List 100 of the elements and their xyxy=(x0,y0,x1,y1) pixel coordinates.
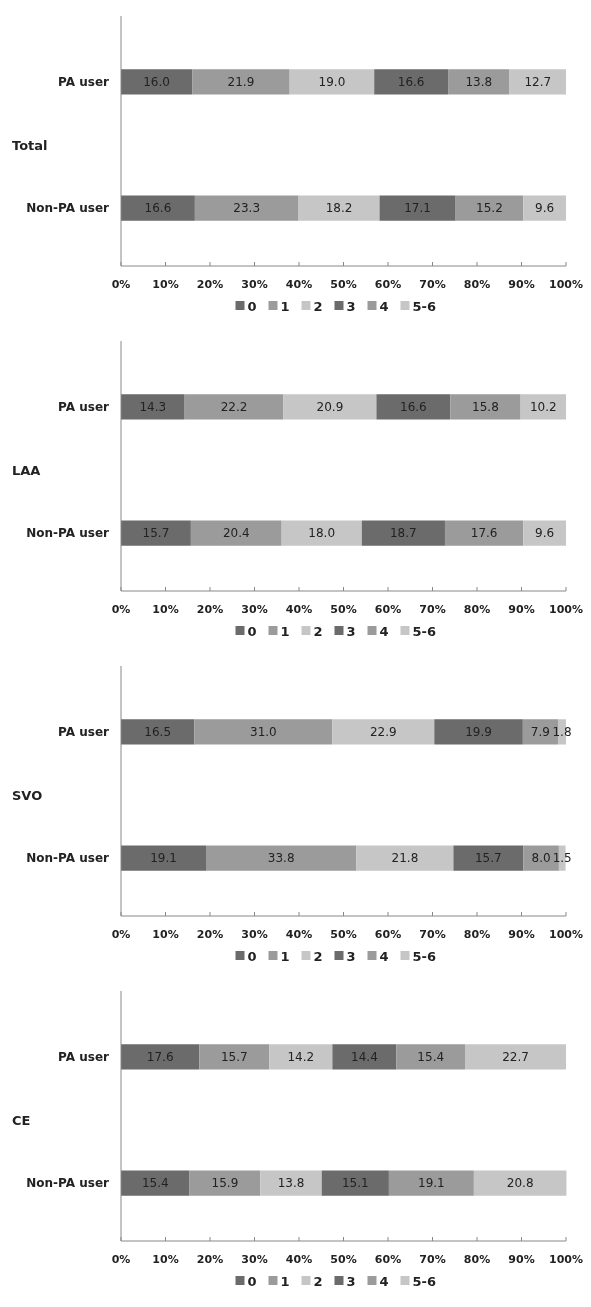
bar xyxy=(121,845,206,871)
legend-label: 1 xyxy=(280,298,290,314)
data-label: 20.4 xyxy=(222,526,250,541)
x-tick-label: 10% xyxy=(152,603,179,616)
x-tick-label: 80% xyxy=(463,1253,491,1266)
legend-label: 0 xyxy=(247,298,257,314)
data-label: 10.2 xyxy=(529,400,557,415)
data-label: 19.0 xyxy=(318,75,346,90)
y-tick-label: PA user xyxy=(58,400,110,415)
bar xyxy=(376,394,451,420)
x-tick-label: 50% xyxy=(330,928,357,941)
data-label: 20.9 xyxy=(316,400,344,415)
bar xyxy=(523,195,566,221)
data-label: 15.4 xyxy=(417,1050,445,1065)
bar xyxy=(374,69,449,95)
data-label: 18.2 xyxy=(325,201,353,216)
legend-label: 5-6 xyxy=(412,623,436,639)
bar xyxy=(281,520,362,546)
data-label: 22.7 xyxy=(502,1050,529,1065)
bar xyxy=(450,394,521,420)
x-tick-label: 0% xyxy=(111,278,131,291)
legend-label: 2 xyxy=(313,623,323,639)
x-tick-label: 70% xyxy=(419,928,446,941)
data-label: 12.7 xyxy=(524,75,552,90)
legend-label: 1 xyxy=(280,1273,290,1289)
data-label: 15.9 xyxy=(211,1176,239,1191)
x-tick-label: 30% xyxy=(241,278,268,291)
data-label: 22.9 xyxy=(369,725,397,740)
bar xyxy=(269,1044,333,1070)
bar xyxy=(289,69,375,95)
bar xyxy=(444,520,524,546)
data-label: 15.1 xyxy=(341,1176,369,1191)
data-label: 1.5 xyxy=(552,851,572,866)
y-axis-title: LAA xyxy=(12,462,41,478)
legend-label: 5-6 xyxy=(412,298,436,314)
bar xyxy=(448,69,510,95)
legend-label: 2 xyxy=(313,948,323,964)
bar xyxy=(332,1044,397,1070)
x-tick-label: 40% xyxy=(285,1253,313,1266)
x-tick-label: 70% xyxy=(419,603,446,616)
bar xyxy=(332,719,435,745)
legend-label: 1 xyxy=(280,623,290,639)
data-label: 16.0 xyxy=(143,75,170,90)
bar xyxy=(520,394,566,420)
x-tick-label: 60% xyxy=(374,603,402,616)
legend-label: 4 xyxy=(379,298,389,314)
y-tick-label: Non-PA user xyxy=(26,1176,110,1191)
bar xyxy=(356,845,454,871)
bar xyxy=(321,1170,389,1196)
bar xyxy=(473,1170,567,1196)
data-label: 17.6 xyxy=(470,526,498,541)
data-label: 16.6 xyxy=(397,75,425,90)
legend-label: 2 xyxy=(313,298,323,314)
y-tick-label: Non-PA user xyxy=(26,851,110,866)
bar xyxy=(190,520,282,546)
data-label: 14.3 xyxy=(139,400,167,415)
legend-label: 1 xyxy=(280,948,290,964)
data-label: 9.6 xyxy=(535,526,555,541)
data-label: 15.7 xyxy=(220,1050,248,1065)
data-label: 8.0 xyxy=(531,851,551,866)
legend-label: 3 xyxy=(346,623,356,639)
x-tick-label: 70% xyxy=(419,1253,446,1266)
data-label: 15.4 xyxy=(141,1176,169,1191)
x-tick-label: 100% xyxy=(549,928,583,941)
bar xyxy=(455,195,524,221)
data-label: 15.8 xyxy=(472,400,499,415)
bar xyxy=(189,1170,261,1196)
data-label: 14.2 xyxy=(287,1050,315,1065)
x-tick-label: 80% xyxy=(463,928,491,941)
x-tick-label: 100% xyxy=(549,1253,583,1266)
bar xyxy=(361,520,445,546)
data-label: 14.4 xyxy=(351,1050,378,1065)
x-tick-label: 50% xyxy=(330,278,357,291)
y-axis-title: CE xyxy=(12,1112,31,1128)
x-tick-label: 0% xyxy=(111,1253,131,1266)
data-label: 19.9 xyxy=(465,725,492,740)
data-label: 21.8 xyxy=(391,851,419,866)
y-tick-label: PA user xyxy=(58,1050,110,1065)
data-label: 33.8 xyxy=(267,851,295,866)
legend-label: 0 xyxy=(247,623,257,639)
bar xyxy=(379,195,456,221)
legend-label: 4 xyxy=(379,623,389,639)
legend-label: 4 xyxy=(379,1273,389,1289)
x-tick-label: 0% xyxy=(111,928,131,941)
bar xyxy=(260,1170,322,1196)
data-label: 13.8 xyxy=(277,1176,305,1191)
x-tick-label: 30% xyxy=(241,1253,268,1266)
data-label: 22.2 xyxy=(220,400,248,415)
x-tick-label: 50% xyxy=(330,1253,357,1266)
legend-label: 0 xyxy=(247,1273,257,1289)
data-label: 7.9 xyxy=(530,725,550,740)
data-label: 15.7 xyxy=(474,851,502,866)
x-tick-label: 20% xyxy=(196,1253,224,1266)
y-axis-title: SVO xyxy=(12,787,43,803)
x-tick-label: 50% xyxy=(330,603,357,616)
bar xyxy=(206,845,357,871)
legend-label: 3 xyxy=(346,1273,356,1289)
legend-label: 5-6 xyxy=(412,1273,436,1289)
data-label: 17.1 xyxy=(404,201,431,216)
data-label: 19.1 xyxy=(150,851,177,866)
